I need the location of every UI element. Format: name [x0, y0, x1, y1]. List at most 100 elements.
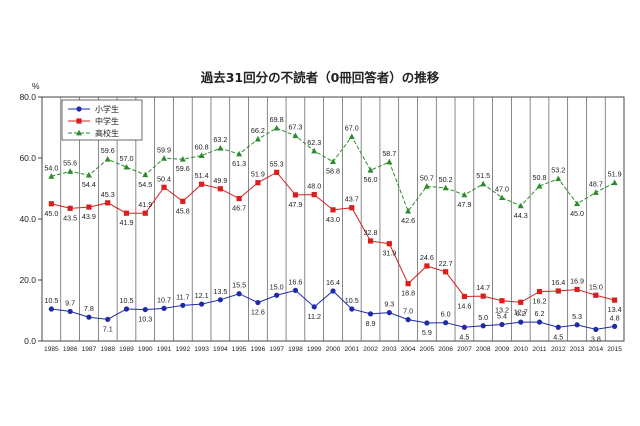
data-point	[142, 210, 148, 216]
y-axis-unit: %	[32, 81, 40, 91]
data-point	[574, 322, 580, 328]
x-tick-label: 2011	[532, 346, 547, 353]
data-point	[536, 182, 543, 189]
data-label: 5.4	[497, 312, 507, 321]
data-point	[480, 293, 486, 299]
x-tick-label: 1990	[138, 346, 153, 353]
data-label: 10.7	[157, 295, 171, 304]
data-label: 3.8	[591, 334, 601, 343]
data-label: 13.5	[213, 287, 227, 296]
data-label: 51.9	[608, 170, 622, 179]
x-tick-label: 2015	[607, 346, 622, 353]
data-point	[442, 184, 449, 191]
data-point	[86, 204, 92, 210]
data-label: 6.0	[441, 310, 451, 319]
x-tick-label: 2001	[344, 346, 359, 353]
x-tick-label: 2004	[401, 346, 416, 353]
data-label: 15.0	[270, 282, 284, 291]
data-point	[85, 171, 92, 178]
data-label: 7.8	[84, 304, 94, 313]
data-point	[198, 301, 205, 307]
data-label: 41.9	[138, 200, 152, 209]
x-tick-label: 2014	[589, 346, 604, 353]
data-point	[386, 310, 392, 316]
data-point	[367, 167, 374, 173]
data-label: 50.8	[533, 173, 547, 182]
data-label: 51.5	[476, 171, 490, 180]
legend-label: 小学生	[95, 104, 119, 114]
data-point	[142, 306, 148, 313]
data-label: 51.9	[251, 170, 265, 179]
data-label: 6.2	[516, 309, 526, 318]
x-tick-label: 1986	[63, 346, 78, 353]
data-label: 48.7	[589, 179, 603, 188]
data-label: 12.7	[514, 307, 528, 316]
data-label: 69.8	[270, 115, 284, 124]
data-label: 54.4	[82, 180, 96, 189]
x-tick-label: 2008	[476, 346, 491, 353]
x-tick-label: 2009	[495, 346, 510, 353]
data-label: 50.7	[420, 173, 434, 182]
data-point	[424, 263, 430, 269]
data-point	[67, 205, 73, 211]
legend-label: 中学生	[95, 116, 119, 126]
data-point	[405, 281, 411, 287]
data-point	[273, 124, 280, 131]
data-label: 58.7	[382, 149, 396, 158]
data-point	[405, 207, 412, 214]
data-point	[161, 155, 168, 161]
data-point	[236, 291, 242, 297]
x-tick-label: 2003	[382, 346, 397, 353]
data-point	[76, 106, 82, 112]
data-point	[161, 305, 167, 311]
data-point	[48, 306, 54, 312]
data-label: 14.6	[457, 301, 471, 310]
data-point	[217, 145, 224, 151]
data-label: 16.9	[570, 276, 584, 285]
x-tick-label: 2013	[570, 346, 585, 353]
data-label: 6.2	[535, 309, 545, 318]
data-point	[104, 156, 111, 162]
data-point	[612, 323, 618, 329]
data-point	[76, 129, 82, 136]
data-label: 16.4	[326, 278, 340, 287]
data-label: 49.9	[213, 176, 227, 185]
data-label: 11.7	[176, 292, 189, 301]
data-label: 13.2	[495, 306, 509, 315]
data-point	[292, 192, 299, 198]
data-label: 4.5	[553, 332, 563, 341]
data-label: 44.3	[514, 211, 528, 220]
data-point	[349, 306, 355, 312]
data-label: 47.9	[457, 200, 471, 209]
data-label: 13.4	[608, 305, 622, 314]
data-point	[612, 297, 618, 303]
data-point	[349, 205, 355, 211]
data-point	[48, 173, 55, 179]
data-label: 9.7	[65, 298, 75, 307]
x-axis-ticks: 1985 1986 1987 1988 1989 1990 1991 1992 1993 1994…	[44, 346, 622, 353]
data-label: 7.0	[403, 307, 413, 316]
data-point	[348, 133, 355, 140]
x-tick-label: 1989	[119, 346, 134, 353]
y-tick-label: 40.0	[19, 214, 36, 224]
data-label: 60.8	[195, 143, 209, 152]
data-point	[180, 198, 186, 204]
data-label: 43.0	[326, 215, 340, 224]
data-point	[498, 194, 505, 201]
data-label: 56.0	[364, 175, 378, 184]
x-tick-label: 2010	[513, 346, 528, 353]
data-point	[311, 304, 317, 310]
data-point	[254, 135, 261, 142]
data-label: 54.0	[44, 163, 58, 172]
data-label: 47.9	[288, 200, 302, 209]
data-point	[518, 299, 524, 305]
data-label: 43.7	[345, 195, 359, 204]
x-tick-label: 1996	[251, 346, 266, 353]
data-point	[443, 320, 449, 326]
data-label: 59.6	[101, 146, 115, 155]
data-label: 46.7	[232, 204, 246, 213]
data-label: 58.8	[326, 167, 340, 176]
data-point	[499, 321, 505, 328]
data-point	[461, 191, 468, 198]
